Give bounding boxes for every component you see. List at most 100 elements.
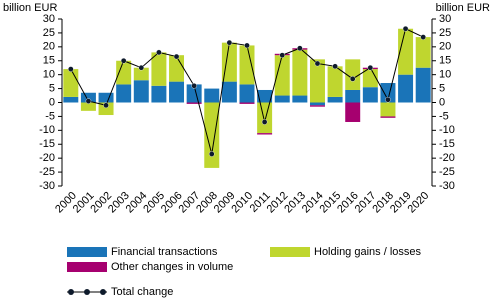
total-point — [297, 45, 303, 52]
bar — [292, 49, 308, 96]
total-point — [420, 34, 426, 40]
bar — [116, 60, 132, 85]
y-tick-label: -15 — [39, 138, 55, 150]
y2-tick-label: 20 — [439, 41, 451, 53]
bar — [169, 81, 185, 103]
bar — [98, 92, 114, 103]
y-tick-label: 10 — [43, 69, 55, 81]
bar — [239, 45, 255, 85]
bar — [257, 102, 273, 134]
total-point — [402, 25, 409, 32]
bar — [239, 102, 255, 104]
bar — [309, 105, 325, 107]
y2-tick-label: -25 — [439, 166, 455, 178]
bar — [257, 89, 273, 103]
total-point — [120, 57, 127, 64]
total-point — [191, 83, 197, 89]
bar — [415, 37, 431, 68]
bar — [398, 74, 414, 103]
y2-tick-label: -10 — [439, 124, 455, 136]
bar — [239, 84, 255, 103]
bar — [80, 92, 96, 103]
total-point — [226, 39, 233, 46]
bar — [151, 85, 167, 103]
legend-label: Holding gains / losses — [314, 246, 422, 258]
legend-label: Total change — [111, 286, 173, 298]
bar — [221, 42, 237, 82]
bar — [221, 81, 237, 103]
bar — [415, 67, 431, 103]
y2-tick-label: -5 — [439, 110, 449, 122]
bar — [380, 83, 396, 103]
y-tick-label: 30 — [43, 13, 55, 25]
bar — [186, 84, 202, 103]
y-tick-label: 20 — [43, 41, 55, 53]
bar — [327, 66, 343, 97]
total-point — [332, 63, 338, 70]
total-point — [156, 49, 162, 56]
bar — [204, 88, 220, 103]
bar — [398, 28, 414, 75]
y2-tick-label: 5 — [439, 82, 445, 94]
y-tick-label: 15 — [43, 55, 55, 67]
total-point — [103, 102, 109, 109]
bar — [257, 133, 273, 135]
total-point — [349, 76, 356, 82]
y2-axis-label: billion EUR — [436, 2, 490, 14]
total-point — [68, 66, 74, 72]
bar — [345, 59, 361, 90]
bar — [380, 102, 396, 117]
bar — [274, 55, 290, 96]
total-point — [208, 151, 215, 157]
bar — [116, 84, 132, 103]
bar — [327, 96, 343, 103]
y-tick-label: -20 — [39, 152, 55, 164]
total-point — [138, 64, 145, 71]
y-axis-label: billion EUR — [3, 2, 57, 14]
legend-marker — [68, 289, 74, 295]
bar — [274, 95, 290, 103]
total-point — [279, 52, 286, 58]
bar — [63, 69, 79, 97]
legend-marker — [84, 289, 90, 295]
bar — [98, 102, 114, 116]
bar — [186, 102, 202, 104]
y2-tick-label: 10 — [439, 69, 451, 81]
total-point — [85, 98, 92, 104]
bar — [309, 102, 325, 106]
y-tick-label: 25 — [43, 27, 55, 39]
x-tick-label: 2020 — [406, 190, 432, 216]
y2-tick-label: 25 — [439, 27, 451, 39]
bar — [63, 96, 79, 103]
legend-label: Financial transactions — [111, 246, 218, 258]
y2-tick-label: 0 — [439, 96, 445, 108]
bar — [309, 59, 325, 103]
total-point — [261, 119, 268, 125]
legend-swatch — [67, 247, 107, 257]
y2-tick-label: -15 — [439, 138, 455, 150]
y2-tick-label: 30 — [439, 13, 451, 25]
y2-tick-label: -20 — [439, 152, 455, 164]
bar — [362, 87, 378, 103]
y-tick-label: 0 — [49, 96, 55, 108]
y2-tick-label: -30 — [439, 180, 455, 192]
total-point — [385, 96, 391, 103]
legend-marker — [100, 289, 106, 295]
y-tick-label: -25 — [39, 166, 55, 178]
y-tick-label: 5 — [49, 82, 55, 94]
total-point — [314, 60, 321, 67]
bar — [151, 52, 167, 86]
bar — [345, 89, 361, 103]
bar — [80, 102, 96, 111]
y-tick-label: -5 — [45, 110, 55, 122]
bar — [169, 55, 185, 82]
legend-swatch — [270, 247, 310, 257]
bar — [133, 67, 149, 81]
total-point — [244, 42, 250, 49]
y2-tick-label: 15 — [439, 55, 451, 67]
total-point — [367, 64, 374, 71]
bar — [292, 95, 308, 103]
legend-swatch — [67, 262, 107, 272]
bar — [133, 80, 149, 103]
